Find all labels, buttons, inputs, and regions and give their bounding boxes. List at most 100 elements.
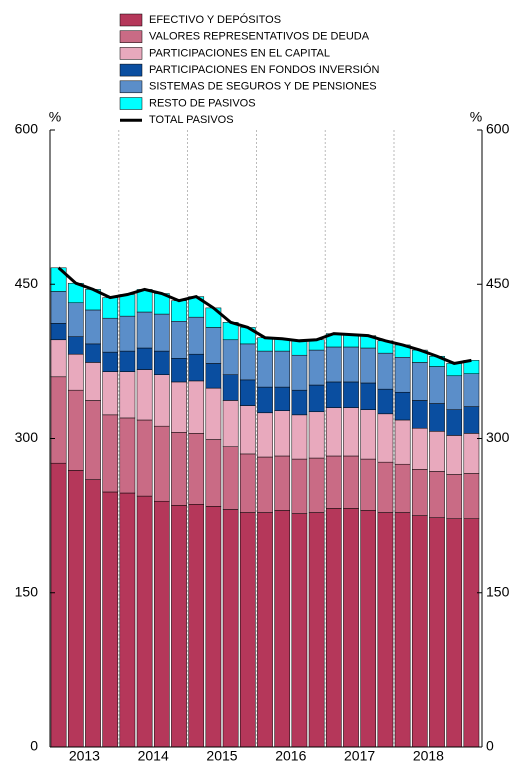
bar-segment	[446, 375, 463, 410]
y2-tick-label: 300	[486, 429, 510, 445]
bar-segment	[463, 473, 480, 519]
bar-segment	[171, 358, 187, 383]
x-tick-label: 2014	[138, 748, 169, 762]
bar-segment	[257, 456, 273, 513]
bar-segment	[291, 458, 308, 514]
legend-label: PARTICIPACIONES EN FONDOS INVERSIÓN	[149, 63, 379, 76]
bar-segment	[239, 405, 256, 455]
bar-segment	[429, 517, 445, 748]
bar-segment	[463, 373, 480, 407]
bar-segment	[257, 512, 273, 748]
legend-label: TOTAL PASIVOS	[149, 114, 234, 126]
legend-swatch	[119, 13, 143, 27]
bar-segment	[394, 512, 411, 748]
bar-segment	[343, 455, 359, 509]
bar-segment	[377, 413, 394, 463]
bar-segment	[50, 462, 67, 748]
bar-segment	[205, 387, 222, 440]
bar-segment	[67, 470, 84, 748]
bar-segment	[50, 376, 67, 464]
bar-segment	[222, 446, 239, 510]
bar-segment	[377, 461, 394, 513]
bar-segment	[153, 425, 170, 502]
bar-segment	[308, 457, 325, 513]
bar-segment	[102, 351, 119, 372]
bar-segment	[85, 362, 101, 401]
bar-segment	[136, 419, 153, 497]
bar-segment	[85, 479, 101, 748]
bar-segment	[377, 512, 394, 748]
bar-segment	[119, 417, 136, 494]
bar-segment	[102, 317, 119, 353]
bar-segment	[171, 300, 187, 322]
bar-segment	[171, 505, 187, 748]
bar-segment	[411, 427, 428, 470]
y2-tick-label: 0	[486, 738, 494, 754]
bar-segment	[222, 400, 239, 447]
bar-segment	[136, 289, 153, 313]
bar-segment	[394, 357, 411, 393]
bar-segment	[153, 500, 170, 748]
bar-segment	[171, 381, 187, 433]
bar-segment	[257, 350, 273, 388]
bar-segment	[119, 315, 136, 352]
bar-segment	[463, 433, 480, 474]
bar-segment	[394, 419, 411, 465]
bar-segment	[325, 346, 342, 383]
bar-segment	[67, 302, 84, 337]
bar-segment	[343, 346, 359, 383]
bar-segment	[102, 491, 119, 748]
bar-segment	[291, 513, 308, 748]
bar-segment	[429, 431, 445, 472]
bar-segment	[360, 409, 377, 460]
bar-segment	[394, 463, 411, 513]
bar-segment	[360, 347, 377, 384]
bar-segment	[239, 453, 256, 513]
legend-label: PARTICIPACIONES EN EL CAPITAL	[149, 47, 330, 59]
y2-tick-label: 600	[486, 121, 510, 137]
bar-segment	[85, 309, 101, 345]
bar-segment	[136, 369, 153, 421]
bar-segment	[411, 362, 428, 401]
bar-segment	[102, 371, 119, 416]
legend-swatch	[119, 97, 143, 110]
bar-segment	[136, 347, 153, 370]
bar-segment	[222, 374, 239, 401]
bar-segment	[308, 384, 325, 413]
bar-segment	[325, 455, 342, 509]
bar-segment	[377, 388, 394, 415]
bar-segment	[463, 406, 480, 434]
legend-swatch	[119, 30, 143, 43]
bar-segment	[50, 339, 67, 378]
bar-segment	[239, 512, 256, 748]
bar-segment	[377, 352, 394, 390]
y-tick-label: 450	[15, 275, 39, 291]
x-tick-label: 2016	[275, 748, 306, 762]
bar-segment	[119, 294, 136, 317]
legend-label: RESTO DE PASIVOS	[149, 97, 256, 109]
bar-segment	[239, 379, 256, 406]
bar-segment	[411, 515, 428, 748]
bar-segment	[274, 510, 291, 748]
bar-segment	[222, 339, 239, 375]
bar-segment	[50, 291, 67, 324]
bar-segment	[463, 518, 480, 748]
y-tick-label: 300	[15, 429, 39, 445]
total-line	[57, 266, 472, 365]
x-tick-label: 2018	[413, 748, 444, 762]
bar-segment	[85, 343, 101, 363]
bar-segment	[274, 386, 291, 411]
bar-segment	[411, 400, 428, 429]
bar-segment	[188, 504, 205, 748]
bar-segment	[153, 350, 170, 375]
y-tick-label: 600	[15, 121, 39, 137]
legend-label: VALORES REPRESENTATIVOS DE DEUDA	[149, 31, 370, 43]
bar-segment	[257, 386, 273, 414]
bar-segment	[446, 409, 463, 436]
bar-segment	[205, 363, 222, 389]
bar-segment	[188, 380, 205, 434]
bar-segment	[102, 414, 119, 493]
bar-segment	[325, 407, 342, 457]
bar-segment	[102, 297, 119, 319]
bar-segment	[274, 410, 291, 457]
